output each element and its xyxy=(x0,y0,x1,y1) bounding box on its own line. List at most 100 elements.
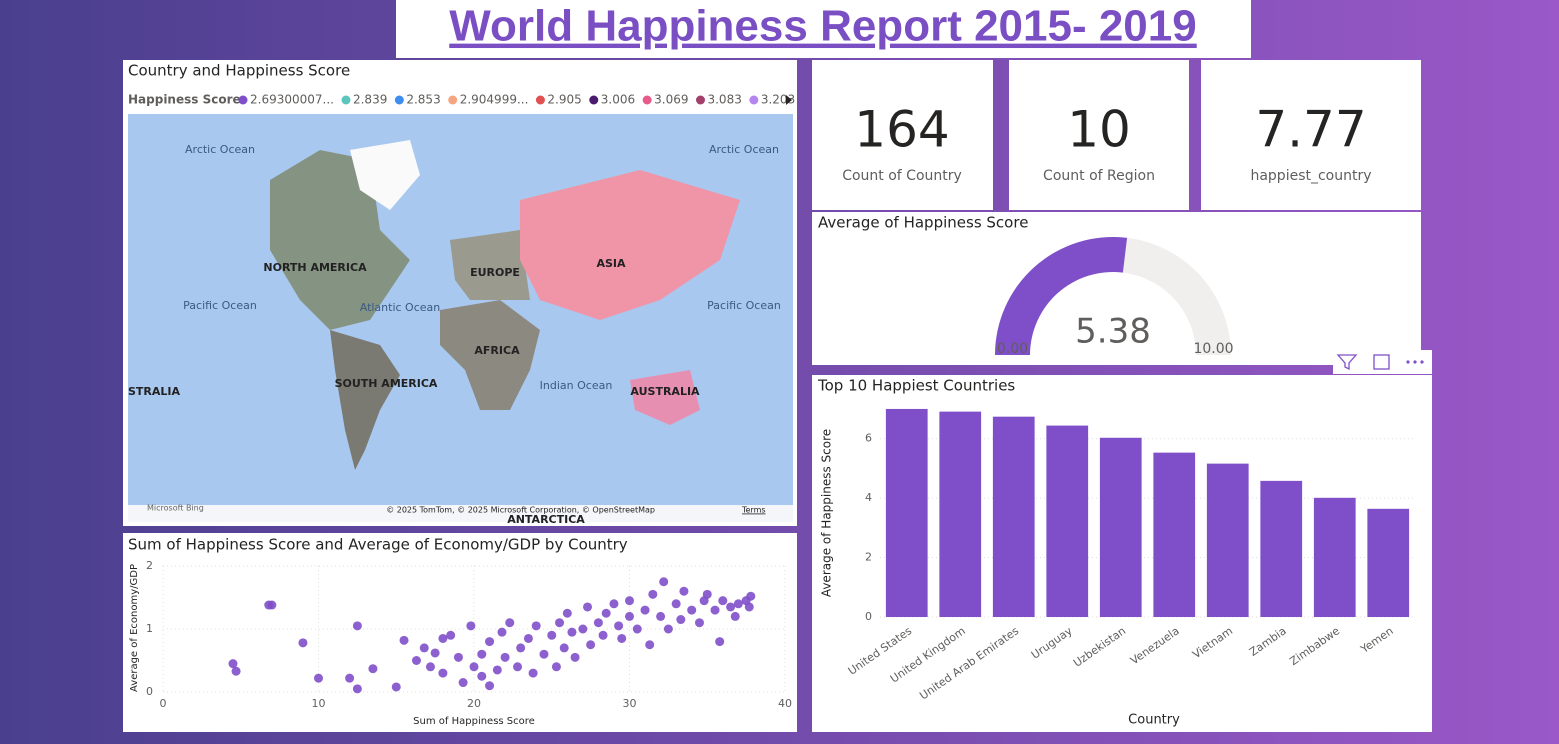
map-label: Arctic Ocean xyxy=(709,143,779,156)
gauge-value xyxy=(995,237,1128,355)
scatter-point xyxy=(345,673,355,683)
legend-swatch xyxy=(535,95,545,105)
y-tick-label: 0 xyxy=(146,685,153,698)
scatter-point xyxy=(648,589,658,599)
legend-next[interactable] xyxy=(786,95,792,105)
scatter-point xyxy=(500,652,510,662)
scatter-point xyxy=(625,611,634,621)
scatter-point xyxy=(314,673,323,683)
y-axis-title: Average of Economy/GDP xyxy=(129,564,140,692)
map-label: AUSTRALIA xyxy=(630,385,700,398)
scatter-point xyxy=(352,684,362,694)
legend-label: 3.083 xyxy=(707,93,741,107)
x-tick-label: 20 xyxy=(467,697,481,710)
scatter-point xyxy=(505,618,515,628)
gauge-range-label: 0.00 xyxy=(997,341,1028,357)
card-value: 10 xyxy=(1067,101,1131,159)
scatter-point xyxy=(687,605,697,615)
scatter-point xyxy=(446,630,456,640)
legend-label: 3.006 xyxy=(601,93,635,107)
scatter-point xyxy=(231,666,241,676)
card xyxy=(1009,60,1189,210)
scatter-point xyxy=(298,638,308,648)
map-title: Country and Happiness Score xyxy=(128,62,350,80)
bar xyxy=(1099,437,1142,617)
scatter-point xyxy=(625,596,634,606)
map-label: NORTH AMERICA xyxy=(263,261,367,274)
y-tick-label: 2 xyxy=(865,551,872,564)
land-south-america xyxy=(330,330,400,470)
scatter-title: Sum of Happiness Score and Average of Ec… xyxy=(128,536,628,554)
scatter-point xyxy=(614,621,624,631)
scatter-point xyxy=(726,602,736,612)
y-tick-label: 2 xyxy=(146,559,153,572)
scatter-point xyxy=(715,637,725,647)
scatter-point xyxy=(411,656,421,665)
scatter-point xyxy=(477,649,487,659)
scatter-point xyxy=(593,618,603,628)
more-icon[interactable] xyxy=(1406,360,1424,364)
legend-label: 2.69300007... xyxy=(250,93,334,107)
map-label: Pacific Ocean xyxy=(183,299,257,312)
scatter-point xyxy=(466,621,476,631)
bar xyxy=(885,408,928,617)
land-africa xyxy=(440,300,540,410)
scatter-point xyxy=(453,652,463,662)
scatter-point xyxy=(425,662,435,672)
scatter-point xyxy=(458,678,468,688)
map-terms[interactable]: Terms xyxy=(741,506,766,515)
scatter-point xyxy=(469,662,479,672)
y-tick-label: 1 xyxy=(146,622,153,635)
scatter-point xyxy=(485,637,495,647)
scatter-point xyxy=(419,643,429,653)
land-europe xyxy=(450,230,530,300)
card-value: 164 xyxy=(854,101,949,159)
legend-swatch xyxy=(642,95,652,105)
scatter-point xyxy=(528,668,538,678)
land-antarctica xyxy=(128,505,793,522)
scatter-panel xyxy=(123,533,797,732)
scatter-point xyxy=(671,599,681,609)
map[interactable]: Arctic Ocean Arctic Ocean NORTH AMERICA … xyxy=(128,114,793,526)
map-label: ASIA xyxy=(596,257,626,270)
scatter-point xyxy=(663,624,673,634)
scatter-point xyxy=(586,640,596,650)
scatter-point xyxy=(656,611,666,621)
scatter-point xyxy=(609,599,619,609)
land-asia xyxy=(520,170,740,320)
scatter-point xyxy=(477,671,487,681)
scatter-point xyxy=(617,633,627,643)
scatter-point xyxy=(601,608,611,618)
scatter-point xyxy=(559,643,569,653)
scatter-point xyxy=(267,600,277,610)
scatter-point xyxy=(659,577,669,587)
scatter-point xyxy=(645,640,655,650)
scatter-point xyxy=(555,618,565,628)
focus-icon[interactable] xyxy=(1373,354,1390,370)
scatter-point xyxy=(228,659,238,669)
scatter-point xyxy=(368,664,378,674)
scatter-point xyxy=(679,586,689,596)
legend-swatch xyxy=(448,95,458,105)
legend: 2.69300007... 2.839 2.853 2.904999... 2.905 3… xyxy=(238,93,795,107)
legend-title: Happiness Score xyxy=(128,93,241,107)
scatter-point xyxy=(399,635,409,645)
scatter-point xyxy=(746,591,756,601)
legend-swatch xyxy=(238,95,248,105)
scatter-point xyxy=(539,649,549,659)
scatter-point xyxy=(676,615,686,625)
legend-swatch xyxy=(749,95,759,105)
bar xyxy=(1313,497,1356,617)
legend-label: 2.905 xyxy=(547,93,581,107)
map-label: SOUTH AMERICA xyxy=(335,377,438,390)
filter-icon[interactable] xyxy=(1336,354,1358,371)
scatter-point xyxy=(583,602,593,612)
card-label: Count of Country xyxy=(842,168,962,184)
scatter-point xyxy=(632,624,642,634)
bar-title: Top 10 Happiest Countries xyxy=(817,377,1015,395)
map-label: STRALIA xyxy=(128,385,181,398)
legend-swatch xyxy=(394,95,404,105)
card xyxy=(812,60,993,210)
legend-label: 2.904999... xyxy=(460,93,529,107)
